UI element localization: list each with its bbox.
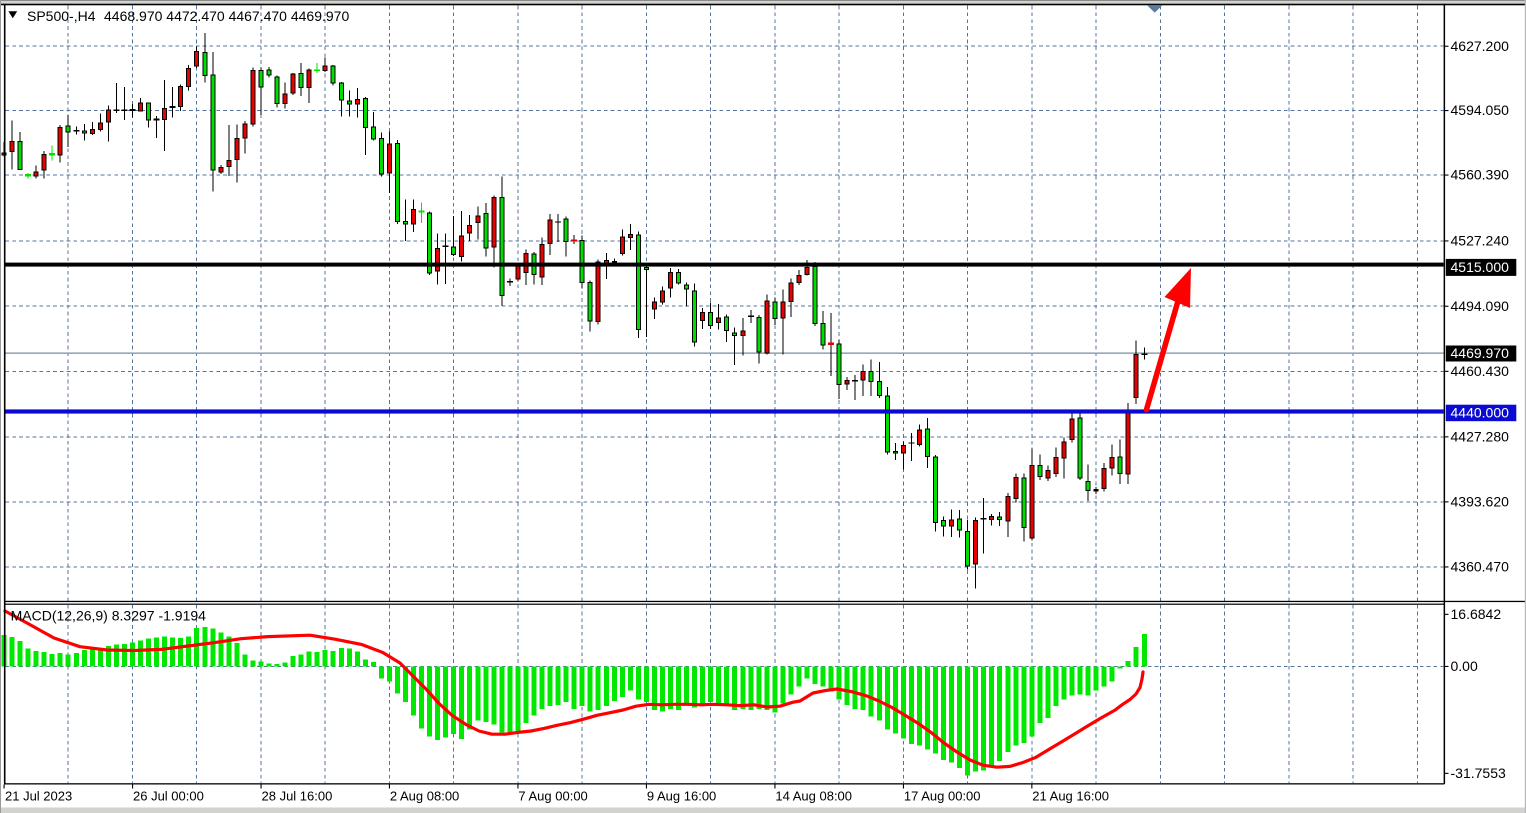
svg-text:26 Jul 00:00: 26 Jul 00:00 <box>133 789 204 804</box>
svg-text:17 Aug 00:00: 17 Aug 00:00 <box>904 789 981 804</box>
svg-text:4360.470: 4360.470 <box>1451 559 1510 575</box>
svg-text:28 Jul 16:00: 28 Jul 16:00 <box>262 789 333 804</box>
svg-text:21 Aug 16:00: 21 Aug 16:00 <box>1032 789 1109 804</box>
svg-text:21 Jul 2023: 21 Jul 2023 <box>5 789 72 804</box>
svg-text:4515.000: 4515.000 <box>1451 259 1510 275</box>
svg-text:4440.000: 4440.000 <box>1451 405 1510 421</box>
svg-text:4427.280: 4427.280 <box>1451 429 1510 445</box>
svg-text:SP500-,H4: SP500-,H4 <box>27 8 96 24</box>
svg-text:2 Aug 08:00: 2 Aug 08:00 <box>390 789 459 804</box>
svg-text:4560.390: 4560.390 <box>1451 167 1510 183</box>
svg-text:7 Aug 00:00: 7 Aug 00:00 <box>518 789 587 804</box>
svg-text:-31.7553: -31.7553 <box>1451 765 1506 781</box>
svg-text:0.00: 0.00 <box>1451 658 1478 674</box>
svg-text:4527.240: 4527.240 <box>1451 233 1510 249</box>
svg-text:4494.090: 4494.090 <box>1451 298 1510 314</box>
svg-text:4627.200: 4627.200 <box>1451 38 1510 54</box>
svg-text:16.6842: 16.6842 <box>1451 606 1502 622</box>
svg-text:4460.430: 4460.430 <box>1451 363 1510 379</box>
svg-text:4393.620: 4393.620 <box>1451 494 1510 510</box>
svg-text:4469.970: 4469.970 <box>1451 345 1510 361</box>
svg-text:4594.050: 4594.050 <box>1451 102 1510 118</box>
svg-text:14 Aug 08:00: 14 Aug 08:00 <box>775 789 852 804</box>
svg-text:9 Aug 16:00: 9 Aug 16:00 <box>647 789 716 804</box>
svg-text:MACD(12,26,9) 8.3297 -1.9194: MACD(12,26,9) 8.3297 -1.9194 <box>11 608 207 624</box>
svg-text:4468.970 4472.470 4467.470 446: 4468.970 4472.470 4467.470 4469.970 <box>104 8 349 24</box>
